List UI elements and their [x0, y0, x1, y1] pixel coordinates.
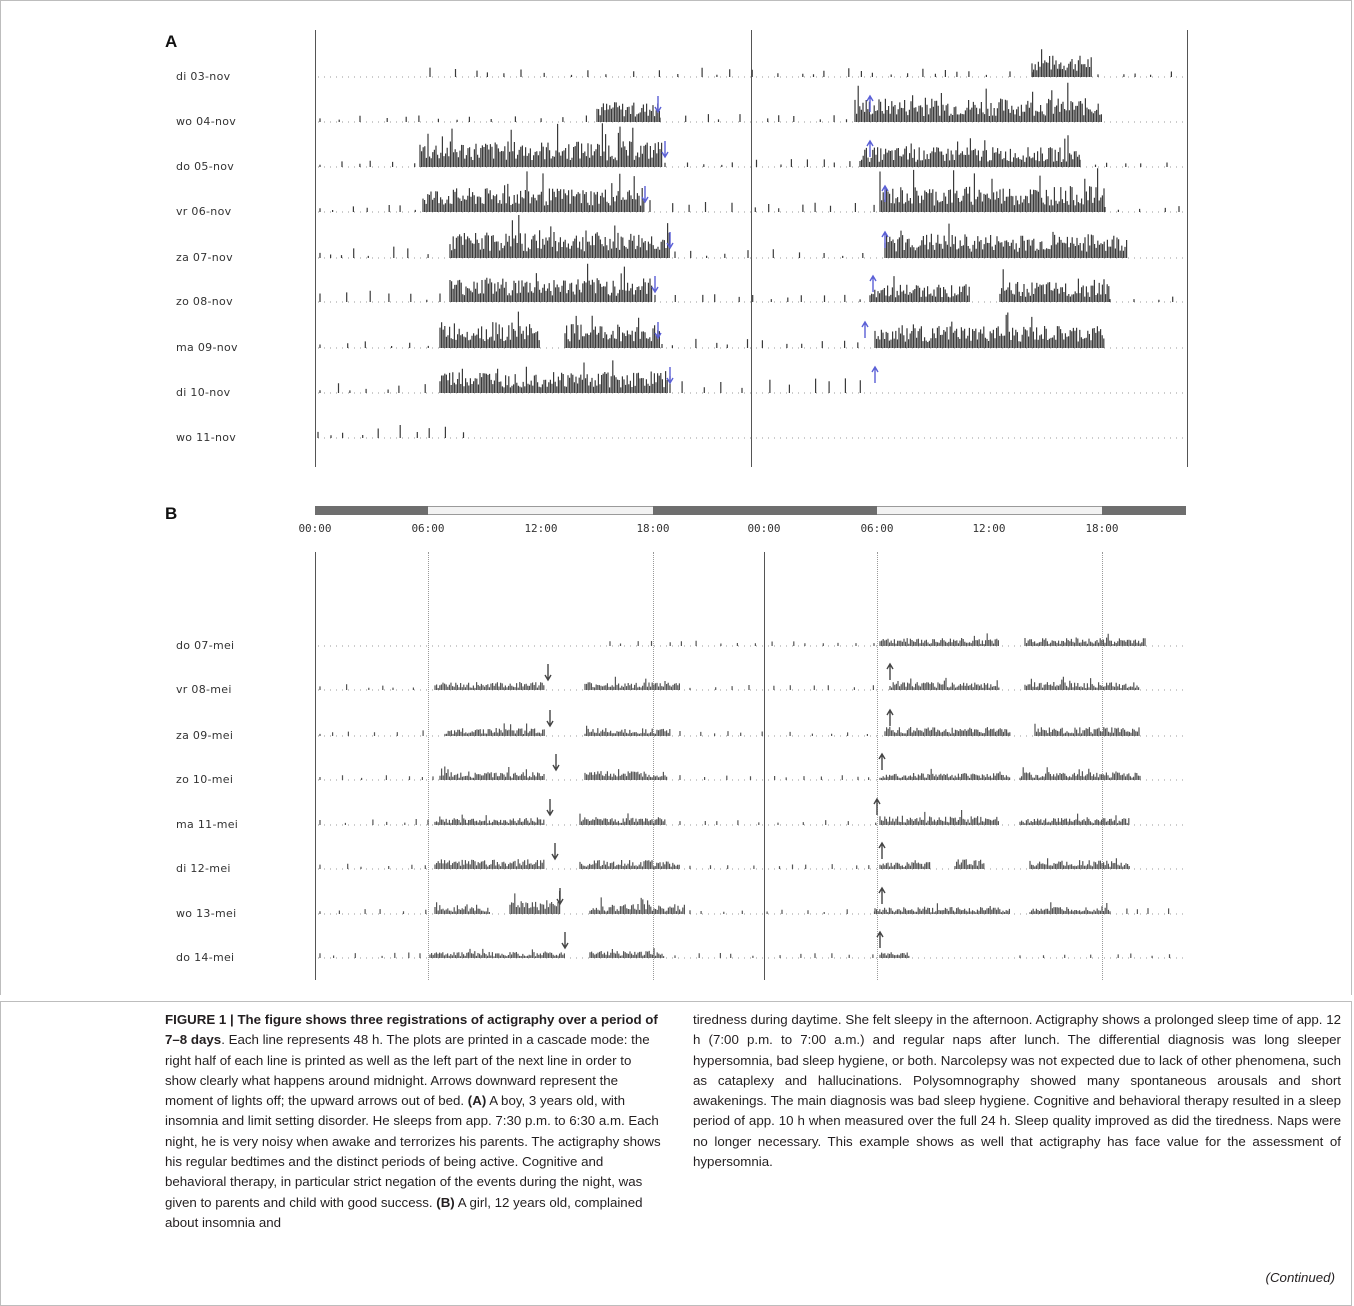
activity-trace [318, 797, 1185, 826]
activity-trace [318, 263, 1185, 303]
night-bar [1102, 506, 1186, 515]
time-tick-label: 00:00 [747, 522, 781, 535]
time-tick-label: 00:00 [298, 522, 332, 535]
arrow-down-icon [551, 843, 559, 861]
panel-b-midnight-line [764, 552, 765, 980]
arrow-down-icon [661, 141, 669, 159]
gridline [1102, 552, 1103, 980]
day-label: za 07-nov [176, 251, 233, 264]
time-tick-label: 06:00 [860, 522, 894, 535]
panel-a-label: A [165, 32, 178, 51]
day-label: di 03-nov [176, 70, 231, 83]
arrow-down-icon [556, 888, 564, 906]
activity-trace [318, 886, 1185, 915]
day-bar [428, 506, 653, 515]
arrow-up-icon [869, 274, 877, 292]
arrow-up-icon [878, 886, 886, 904]
caption-right-column: tiredness during daytime. She felt sleep… [693, 1010, 1341, 1172]
activity-trace [318, 752, 1185, 781]
caption-a-label: (A) [467, 1093, 487, 1109]
day-label: di 10-nov [176, 386, 231, 399]
arrow-up-icon [878, 841, 886, 859]
activity-trace [318, 930, 1185, 959]
arrow-up-icon [861, 320, 869, 338]
activity-trace [318, 168, 1185, 213]
night-bar [653, 506, 877, 515]
night-bar [315, 506, 428, 515]
panel-a-right-axis [1187, 30, 1188, 467]
arrow-up-icon [886, 662, 894, 680]
activity-trace [318, 123, 1185, 168]
arrow-down-icon [666, 367, 674, 385]
time-tick-label: 18:00 [1085, 522, 1119, 535]
time-tick-label: 12:00 [972, 522, 1006, 535]
caption-right-text: tiredness during daytime. She felt sleep… [693, 1012, 1341, 1170]
arrow-up-icon [886, 708, 894, 726]
day-label: wo 04-nov [176, 115, 237, 128]
activity-trace [318, 311, 1185, 349]
activity-trace [318, 841, 1185, 870]
panel-a-left-axis [315, 30, 316, 467]
arrow-up-icon [878, 752, 886, 770]
day-label: wo 13-mei [176, 907, 237, 920]
arrow-down-icon [552, 754, 560, 772]
gridline [653, 552, 654, 980]
arrow-down-icon [654, 322, 662, 340]
caption-a-text: A boy, 3 years old, with insomnia and li… [165, 1093, 661, 1210]
arrow-down-icon [544, 664, 552, 682]
arrow-up-icon [873, 797, 881, 815]
day-label: ma 11-mei [176, 818, 239, 831]
caption-title: The figure shows three registrations of … [165, 1012, 658, 1048]
arrow-up-icon [881, 184, 889, 202]
activity-trace [318, 662, 1185, 691]
activity-trace [318, 82, 1185, 123]
time-tick-label: 12:00 [524, 522, 558, 535]
arrow-up-icon [881, 230, 889, 248]
panel-a-midnight-line [751, 30, 752, 467]
panel-b-left-axis [315, 552, 316, 980]
day-bar [877, 506, 1102, 515]
time-tick-label: 06:00 [411, 522, 445, 535]
day-label: do 05-nov [176, 160, 235, 173]
arrow-up-icon [871, 365, 879, 383]
day-label: do 07-mei [176, 639, 235, 652]
caption-b-label: (B) [436, 1194, 455, 1210]
day-label: zo 08-nov [176, 295, 233, 308]
day-label: wo 11-nov [176, 431, 237, 444]
arrow-up-icon [866, 94, 874, 112]
gridline [877, 552, 878, 980]
day-label: vr 08-mei [176, 683, 232, 696]
day-label: do 14-mei [176, 951, 235, 964]
gridline [428, 552, 429, 980]
activity-trace [318, 215, 1185, 259]
activity-trace [318, 360, 1185, 394]
day-label: di 12-mei [176, 862, 231, 875]
continued-note: (Continued) [1265, 1270, 1335, 1285]
activity-trace [318, 633, 1185, 647]
arrow-down-icon [546, 799, 554, 817]
day-label: za 09-mei [176, 729, 234, 742]
arrow-down-icon [651, 276, 659, 294]
arrow-up-icon [866, 139, 874, 157]
caption-b-text: A girl, 12 years old, complained about i… [165, 1194, 643, 1230]
arrow-down-icon [546, 710, 554, 728]
arrow-down-icon [641, 186, 649, 204]
figure-frame [0, 0, 1352, 995]
activity-trace [317, 425, 1185, 439]
time-tick-label: 18:00 [636, 522, 670, 535]
day-label: ma 09-nov [176, 341, 238, 354]
day-label: zo 10-mei [176, 773, 234, 786]
day-label: vr 06-nov [176, 205, 232, 218]
caption-left-column: FIGURE 1 | The figure shows three regist… [165, 1010, 665, 1233]
arrow-down-icon [561, 932, 569, 950]
arrow-up-icon [876, 930, 884, 948]
activity-trace [318, 708, 1185, 737]
arrow-down-icon [654, 96, 662, 114]
caption-intro: . Each line represents 48 h. The plots a… [165, 1032, 650, 1109]
panel-b-label: B [165, 504, 178, 523]
arrow-down-icon [666, 232, 674, 250]
caption-label: FIGURE 1 | [165, 1012, 238, 1027]
activity-trace [318, 49, 1185, 78]
